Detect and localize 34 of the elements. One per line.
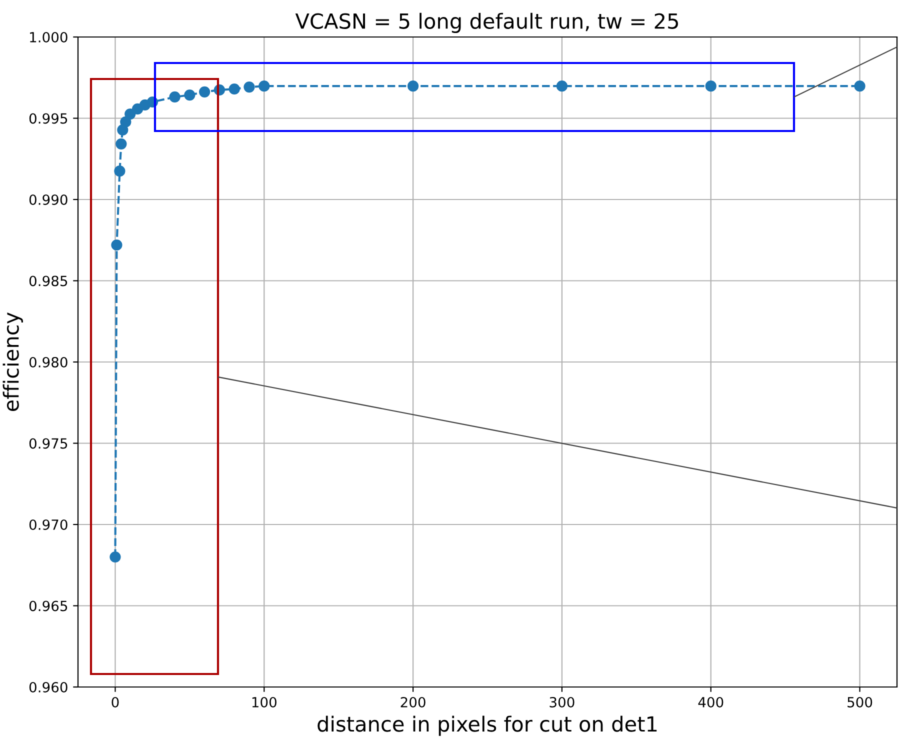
point	[110, 551, 121, 563]
point	[244, 81, 255, 93]
point	[184, 89, 196, 101]
y-tick-label: 0.980	[29, 356, 68, 368]
point	[228, 83, 240, 95]
x-tick-label: 0	[112, 696, 119, 708]
y-tick-label: 0.965	[29, 600, 68, 612]
point	[169, 91, 180, 103]
point	[199, 86, 210, 98]
y-tick-label: 0.975	[29, 438, 68, 449]
point	[111, 239, 122, 251]
x-tick-label: 100	[252, 696, 276, 708]
point	[556, 80, 568, 92]
point	[854, 80, 866, 92]
y-tick-label: 1.000	[30, 32, 68, 42]
point	[116, 138, 127, 150]
x-tick-label: 400	[698, 696, 724, 708]
x-tick-label: 500	[848, 696, 872, 708]
point	[407, 80, 419, 92]
y-tick-label: 0.990	[29, 194, 68, 205]
point	[120, 116, 132, 128]
x-tick-label: 300	[550, 696, 574, 708]
point	[114, 166, 126, 177]
point	[705, 80, 716, 92]
y-axis-title: efficiency	[2, 312, 23, 412]
point	[258, 80, 270, 92]
y-tick-label: 0.985	[29, 276, 68, 286]
y-tick-label: 0.995	[29, 113, 68, 124]
y-tick-label: 0.960	[29, 682, 68, 692]
point	[124, 108, 136, 120]
x-axis-title: distance in pixels for cut on det1	[318, 716, 657, 736]
chart-title: VCASN = 5 long default run, tw = 25	[295, 12, 678, 33]
y-tick-label: 0.970	[29, 519, 68, 530]
x-tick-label: 200	[400, 696, 426, 708]
